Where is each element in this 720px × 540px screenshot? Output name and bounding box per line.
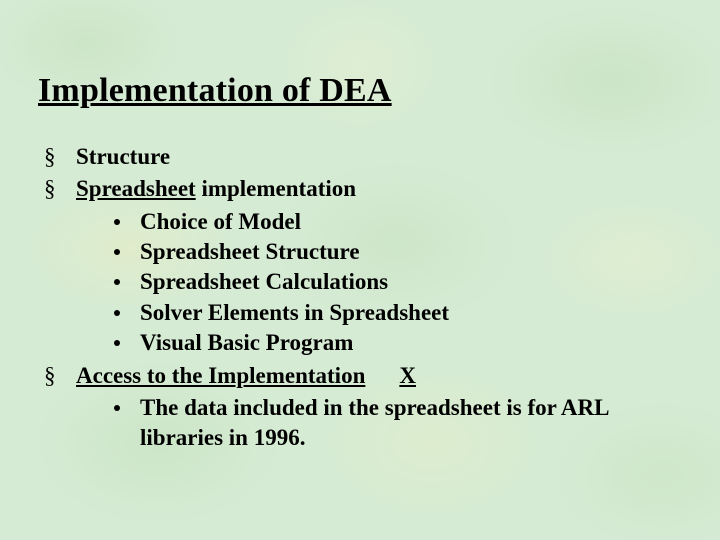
bullet-item-spreadsheet: Spreadsheet implementation Choice of Mod…: [44, 174, 682, 358]
sub-label: Spreadsheet Calculations: [140, 269, 388, 294]
x-link[interactable]: X: [399, 361, 416, 391]
sub-label: Visual Basic Program: [140, 330, 353, 355]
bullet-item-access: Access to the Implementation X The data i…: [44, 361, 682, 454]
slide-title: Implementation of DEA: [38, 72, 682, 110]
bullet-label-underlined: Spreadsheet: [76, 176, 196, 201]
bullet-item-structure: Structure: [44, 142, 682, 172]
sub-label: Choice of Model: [140, 209, 301, 234]
sub-item: The data included in the spreadsheet is …: [106, 393, 682, 454]
sub-item: Spreadsheet Structure: [106, 237, 682, 267]
sub-list: The data included in the spreadsheet is …: [76, 393, 682, 454]
sub-list: Choice of Model Spreadsheet Structure Sp…: [76, 207, 682, 359]
sub-item: Solver Elements in Spreadsheet: [106, 298, 682, 328]
bullet-label: Structure: [76, 144, 170, 169]
sub-label: Solver Elements in Spreadsheet: [140, 300, 449, 325]
slide-root: Implementation of DEA Structure Spreadsh…: [0, 0, 720, 540]
sub-item: Spreadsheet Calculations: [106, 267, 682, 297]
sub-item: Choice of Model: [106, 207, 682, 237]
bullet-label-suffix: implementation: [196, 176, 356, 201]
sub-item: Visual Basic Program: [106, 328, 682, 358]
bullet-list: Structure Spreadsheet implementation Cho…: [38, 142, 682, 454]
sub-label: Spreadsheet Structure: [140, 239, 360, 264]
bullet-label-underlined: Access to the Implementation: [76, 363, 365, 388]
sub-label: The data included in the spreadsheet is …: [140, 395, 608, 450]
